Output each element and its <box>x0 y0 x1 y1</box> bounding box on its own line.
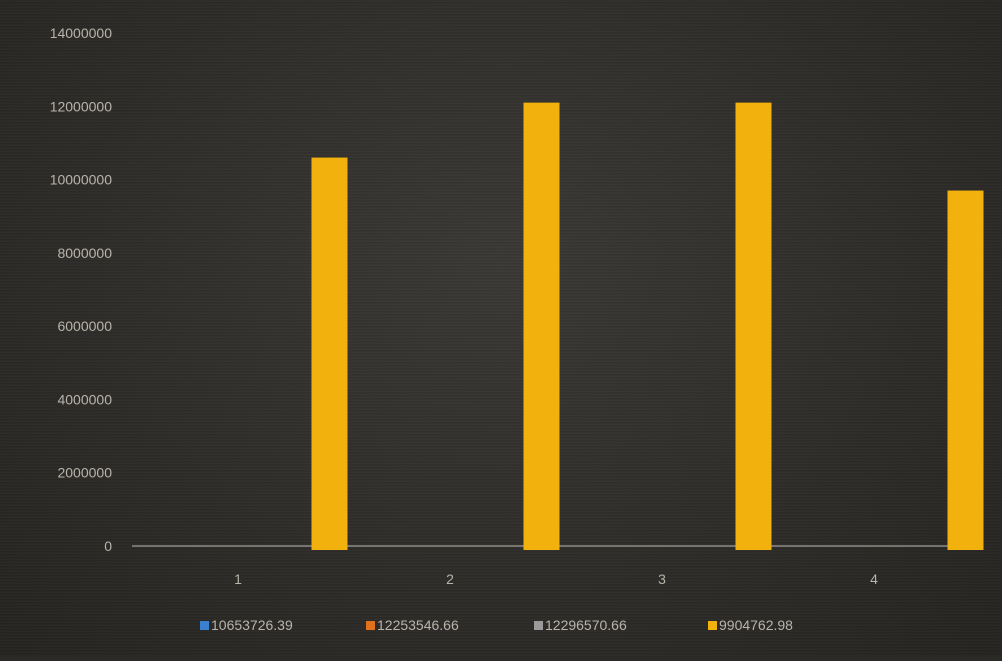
legend-swatch <box>534 621 543 630</box>
bar <box>311 157 348 551</box>
bar <box>947 190 984 551</box>
bar <box>523 102 560 550</box>
y-tick-label: 0 <box>104 538 112 554</box>
legend-swatch <box>366 621 375 630</box>
bars <box>311 102 984 551</box>
x-tick-label: 3 <box>658 571 666 587</box>
y-axis: 0 2000000 4000000 6000000 8000000 10000000 120… <box>50 25 113 554</box>
y-tick-label: 10000000 <box>50 172 113 188</box>
x-tick-label: 2 <box>446 571 454 587</box>
legend-label: 9904762.98 <box>719 617 793 633</box>
legend-swatch <box>708 621 717 630</box>
y-tick-label: 2000000 <box>57 465 112 481</box>
y-tick-label: 12000000 <box>50 98 113 114</box>
x-tick-label: 4 <box>870 571 878 587</box>
legend-swatch <box>200 621 209 630</box>
x-tick-label: 1 <box>234 571 242 587</box>
y-tick-label: 8000000 <box>57 245 112 261</box>
legend-label: 12296570.66 <box>545 617 627 633</box>
legend-label: 10653726.39 <box>211 617 293 633</box>
x-axis: 1 2 3 4 <box>234 571 878 587</box>
legend: 10653726.39 12253546.66 12296570.66 9904762… <box>200 617 793 633</box>
y-tick-label: 14000000 <box>50 25 113 41</box>
bar <box>735 102 772 550</box>
legend-label: 12253546.66 <box>377 617 459 633</box>
y-tick-label: 6000000 <box>57 318 112 334</box>
y-tick-label: 4000000 <box>57 391 112 407</box>
